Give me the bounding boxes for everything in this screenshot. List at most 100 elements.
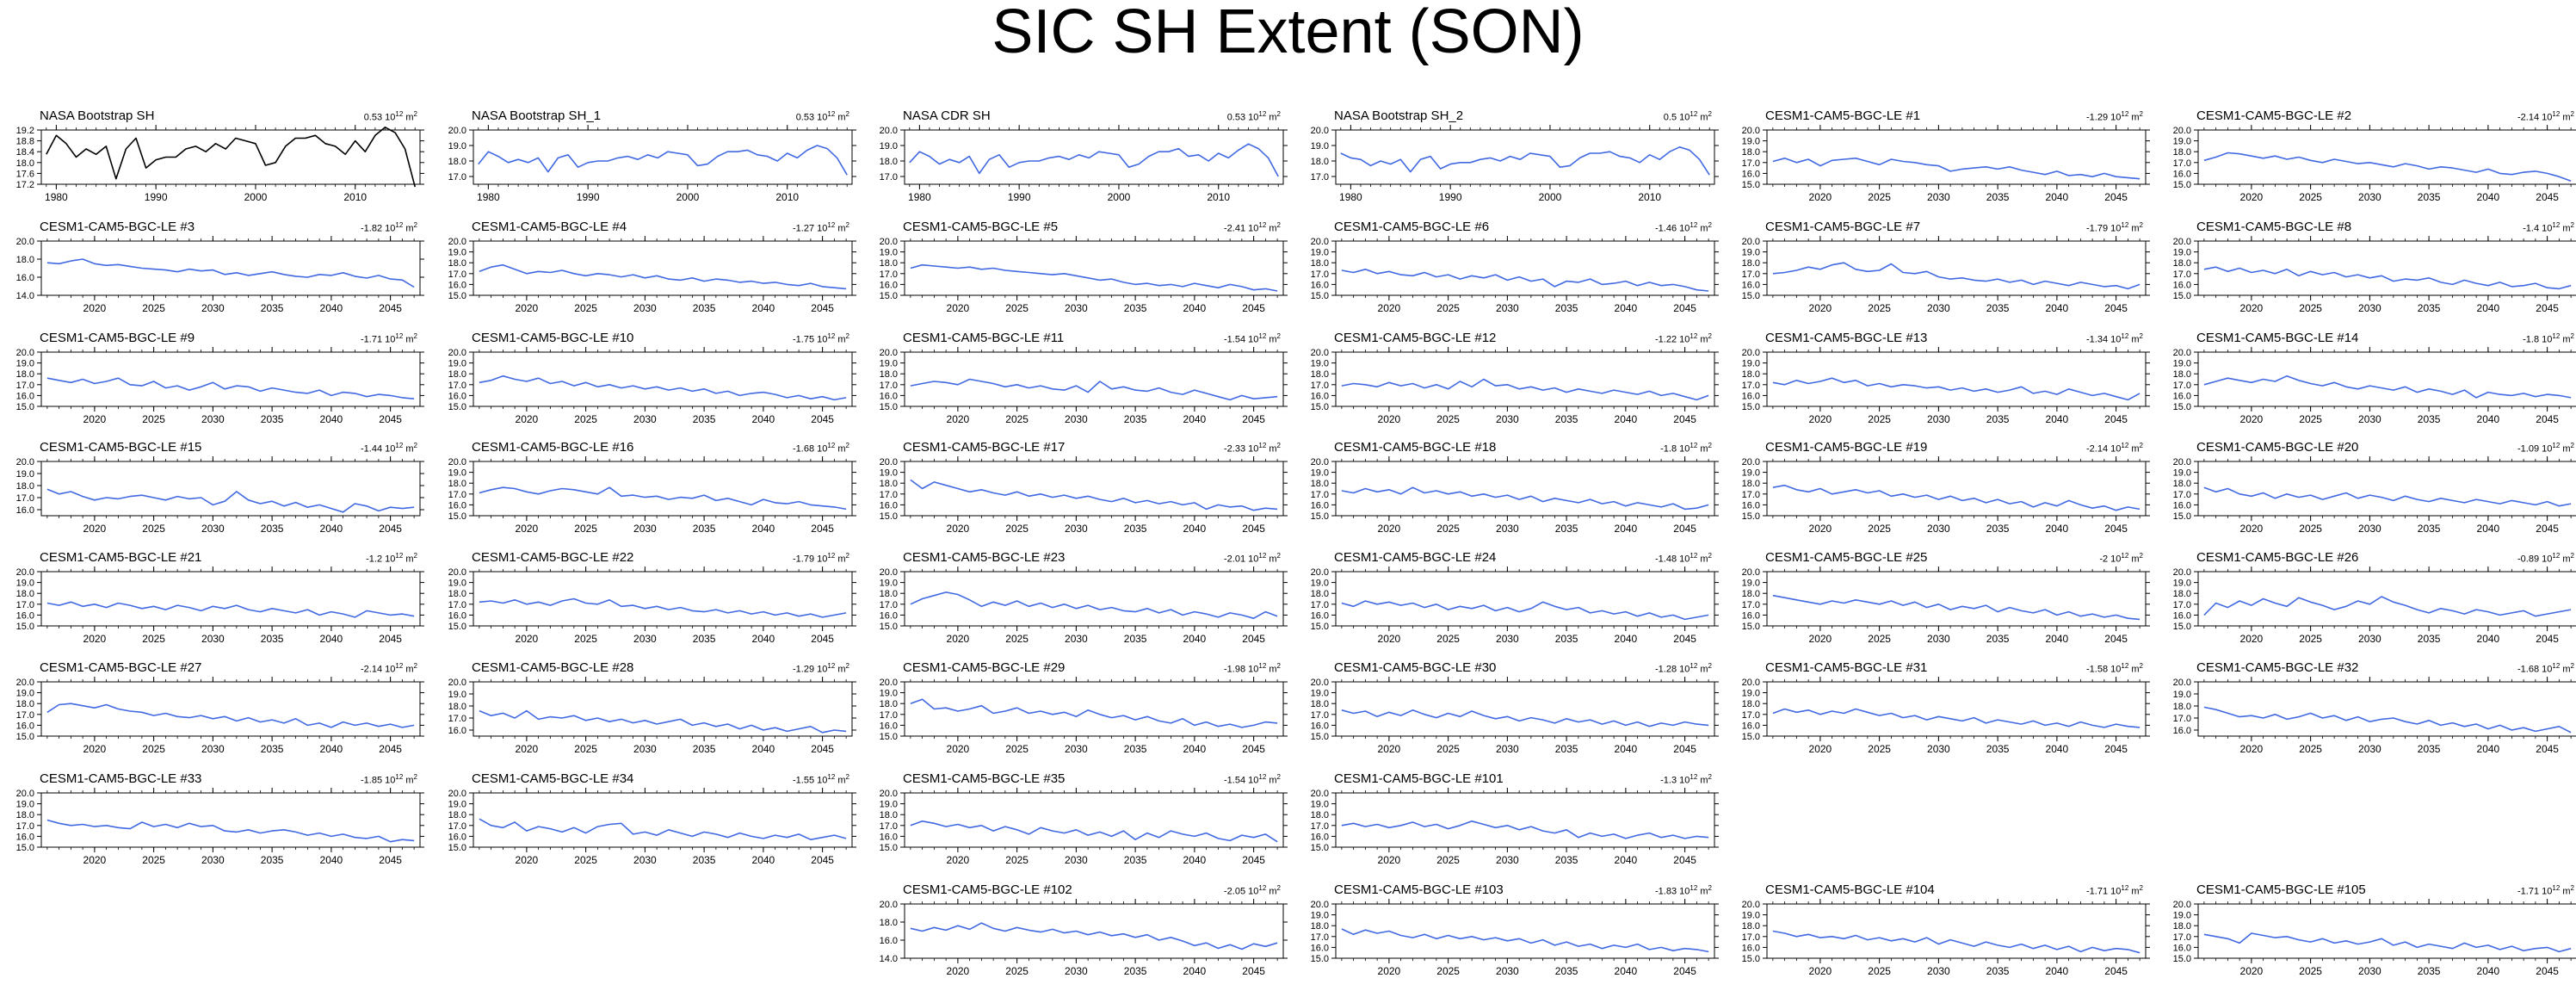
x-tick-label: 2040 [752,413,775,425]
x-tick-label: 1990 [577,191,600,203]
y-tick-label: 17.0 [2173,600,2191,610]
x-tick-label: 2030 [201,743,225,755]
x-tick-label: 2025 [1868,633,1891,645]
x-tick-label: 2040 [2046,743,2069,755]
x-tick-label: 2035 [2418,965,2441,977]
trend-value: -1.4 1012 m2 [2523,221,2574,234]
plot-frame [1335,129,1715,185]
y-tick-label: 20.0 [16,348,34,358]
y-tick-label: 19.0 [2173,137,2191,147]
x-tick-label: 2045 [2104,965,2128,977]
x-tick-label: 2035 [1124,633,1147,645]
chart-plot: 2020 2025 2030 2035 2040 2045 15.016.017.018.0… [448,567,856,645]
trend-value: -1.09 1012 m2 [2517,442,2574,455]
panel-title: CESM1-CAM5-BGC-LE #23 [903,550,1066,565]
y-tick-label: 19.0 [880,359,898,369]
y-tick-label: 16.0 [880,721,898,731]
panel-title: CESM1-CAM5-BGC-LE #101 [1334,771,1504,786]
x-tick-label: 2030 [1496,633,1519,645]
x-tick-label: 2030 [2358,413,2381,425]
y-tick-label: 18.0 [1311,810,1329,820]
y-tick-label: 15.0 [880,402,898,412]
panel-title: CESM1-CAM5-BGC-LE #26 [2196,550,2359,565]
x-tick-label: 2035 [693,523,716,535]
y-tick-label: 17.0 [16,710,34,721]
y-tick-label: 17.0 [1311,269,1329,280]
y-tick-label: 15.0 [16,402,34,412]
x-tick-label: 2040 [1183,633,1207,645]
plot-frame [2197,351,2576,407]
x-tick-label: 2045 [1673,302,1696,314]
panel-title: NASA CDR SH [903,108,991,123]
x-tick-label: 2020 [1378,743,1401,755]
panel-title: CESM1-CAM5-BGC-LE #2 [2196,108,2352,123]
trend-value: -1.29 1012 m2 [2086,110,2143,123]
trend-value: 0.5 1012 m2 [1663,110,1712,123]
y-tick-label: 18.0 [1311,479,1329,489]
x-tick-label: 2020 [2240,523,2264,535]
chart-panel: CESM1-CAM5-BGC-LE #30 -1.28 1012 m2 2020 20… [1294,660,1719,762]
x-tick-label: 2045 [379,633,402,645]
chart-panel: CESM1-CAM5-BGC-LE #29 -1.98 1012 m2 2020 20… [863,660,1288,762]
panel-title: CESM1-CAM5-BGC-LE #18 [1334,440,1497,455]
y-tick-label: 19.0 [2173,248,2191,258]
trend-value: -1.98 1012 m2 [1224,662,1281,675]
x-tick-label: 2035 [2418,191,2441,203]
chart-plot: 2020 2025 2030 2035 2040 2045 15.016.017.018.0… [880,456,1288,535]
x-tick-label: 2025 [1005,302,1029,314]
x-tick-label: 2035 [1555,633,1578,645]
y-tick-label: 20.0 [448,457,466,467]
panel-title: CESM1-CAM5-BGC-LE #13 [1765,331,1928,345]
y-tick-label: 17.6 [16,169,34,179]
y-tick-label: 19.0 [880,800,898,810]
y-tick-label: 16.0 [1742,500,1760,511]
y-tick-label: 19.0 [1742,137,1760,147]
y-tick-label: 15.0 [2173,402,2191,412]
y-tick-label: 16.0 [448,500,466,511]
x-tick-label: 2030 [2358,965,2381,977]
trend-value: -1.46 1012 m2 [1655,221,1712,234]
chart-panel: CESM1-CAM5-BGC-LE #15 -1.44 1012 m2 2020 20… [0,440,424,542]
chart-plot: 2020 2025 2030 2035 2040 2045 16.017.018.019.0… [16,456,424,535]
y-tick-label: 20.0 [448,789,466,799]
y-tick-label: 17.0 [1742,381,1760,391]
x-tick-label: 2040 [1183,302,1207,314]
x-tick-label: 2025 [574,523,597,535]
y-tick-label: 20.0 [16,789,34,799]
plot-frame [904,571,1284,627]
series-line [46,601,415,618]
x-tick-label: 2035 [2418,743,2441,755]
x-tick-label: 2035 [1555,965,1578,977]
chart-panel: CESM1-CAM5-BGC-LE #32 -1.68 1012 m2 2020 20… [2157,660,2576,762]
plot-frame [40,792,421,848]
series-line [46,703,415,728]
x-tick-label: 2040 [2046,413,2069,425]
plot-frame [1766,681,2147,737]
x-tick-label: 2020 [2240,633,2264,645]
chart-plot: 2020 2025 2030 2035 2040 2045 15.016.017.018.0… [1742,899,2150,977]
plot-frame [2197,903,2576,959]
trend-value: -2.33 1012 m2 [1224,442,1281,455]
panel-title: NASA Bootstrap SH_2 [1334,108,1464,123]
y-tick-label: 17.0 [16,821,34,832]
y-tick-label: 20.0 [2173,126,2191,136]
x-tick-label: 2030 [2358,191,2381,203]
x-tick-label: 2030 [201,302,225,314]
series-line [478,145,848,176]
x-tick-label: 2045 [1242,523,1265,535]
plot-frame [40,681,421,737]
x-tick-label: 2010 [1638,191,1661,203]
series-line [479,486,847,511]
x-tick-label: 2045 [1242,633,1265,645]
panel-title: CESM1-CAM5-BGC-LE #16 [472,440,634,455]
x-tick-label: 2010 [343,191,367,203]
series-line [1341,486,1709,511]
chart-panel: CESM1-CAM5-BGC-LE #8 -1.4 1012 m2 2020 2025… [2157,220,2576,321]
x-tick-label: 2045 [379,302,402,314]
chart-panel: CESM1-CAM5-BGC-LE #2 -2.14 1012 m2 2020 202… [2157,108,2576,210]
panel-title: CESM1-CAM5-BGC-LE #17 [903,440,1066,455]
x-tick-label: 2020 [2240,965,2264,977]
x-tick-label: 2040 [1615,633,1638,645]
chart-panel: CESM1-CAM5-BGC-LE #4 -1.27 1012 m2 2020 202… [432,220,856,321]
y-tick-label: 16.0 [2173,391,2191,401]
